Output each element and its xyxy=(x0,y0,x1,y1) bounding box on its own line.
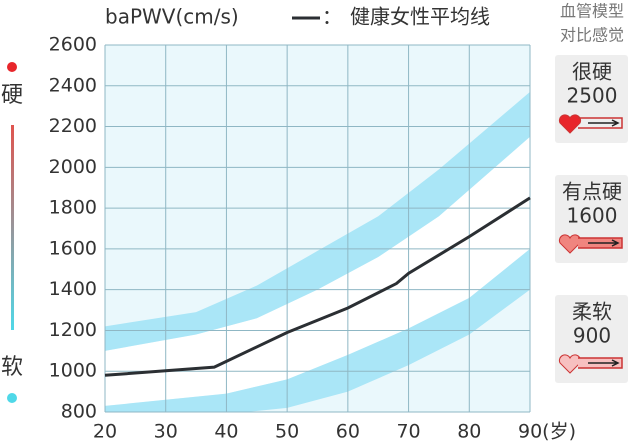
vessel-arrow xyxy=(588,119,620,127)
card-label: 很硬 xyxy=(572,60,612,84)
x-tick-label: 40 xyxy=(214,421,238,443)
y-tick-label: 2400 xyxy=(49,74,97,96)
hard-label: 硬 xyxy=(1,83,23,108)
card-label: 有点硬 xyxy=(562,180,622,204)
soft-label: 软 xyxy=(1,355,23,380)
soft-dot xyxy=(7,393,17,403)
band-gap xyxy=(105,136,530,406)
y-tick-label: 800 xyxy=(61,401,97,423)
y-tick-label: 1800 xyxy=(49,197,97,219)
y-tick-label: 2200 xyxy=(49,115,97,137)
x-tick-label: 80 xyxy=(457,421,481,443)
y-tick-label: 1000 xyxy=(49,360,97,382)
card-value: 2500 xyxy=(567,84,618,108)
x-tick-label: 20 xyxy=(93,421,117,443)
scale-bar xyxy=(11,125,14,330)
band xyxy=(105,91,530,351)
x-tick-label: 60 xyxy=(336,421,360,443)
series-line xyxy=(104,196,531,377)
y-tick-label: 1400 xyxy=(49,278,97,300)
x-tick-label: 30 xyxy=(154,421,178,443)
y-label: baPWV(cm/s) xyxy=(105,5,239,29)
y-tick-label: 1600 xyxy=(49,237,97,259)
x-tick-label: 70 xyxy=(396,421,420,443)
y-tick-label: 1200 xyxy=(49,319,97,341)
panel-title: 对比感觉 xyxy=(560,26,624,45)
vessel-arrow xyxy=(588,239,620,247)
card-value: 1600 xyxy=(567,204,618,228)
x-tick-label: 50 xyxy=(275,421,299,443)
legend-label: 健康女性平均线 xyxy=(350,5,490,29)
card-label: 柔软 xyxy=(572,300,612,324)
y-tick-label: 2000 xyxy=(49,156,97,178)
panel-title: 血管模型 xyxy=(560,2,624,21)
y-tick-label: 2600 xyxy=(49,34,97,56)
vessel-arrow xyxy=(588,359,620,367)
vessel-icon xyxy=(578,117,623,129)
heart-icon xyxy=(558,114,582,134)
x-tick-label: 90(岁) xyxy=(518,421,576,443)
legend-sep: ： xyxy=(322,5,342,29)
card-value: 900 xyxy=(573,324,611,348)
hard-dot xyxy=(7,62,17,72)
